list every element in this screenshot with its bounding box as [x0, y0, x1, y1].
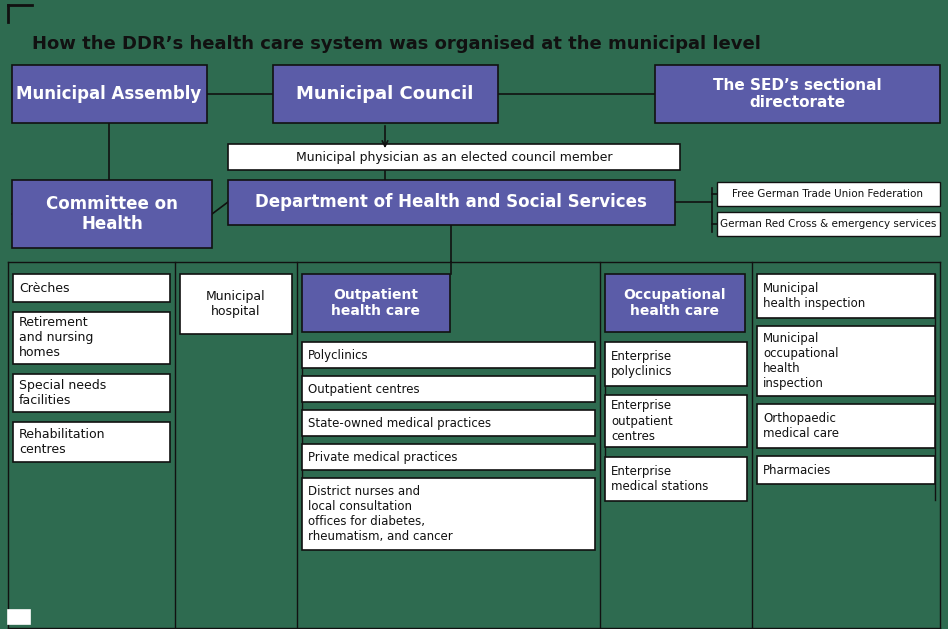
- FancyBboxPatch shape: [13, 422, 170, 462]
- Text: Crèches: Crèches: [19, 282, 69, 294]
- Text: State-owned medical practices: State-owned medical practices: [308, 416, 491, 430]
- Text: Free German Trade Union Federation: Free German Trade Union Federation: [733, 189, 923, 199]
- Text: Outpatient
health care: Outpatient health care: [332, 288, 421, 318]
- Text: Enterprise
medical stations: Enterprise medical stations: [611, 465, 708, 493]
- Text: Special needs
facilities: Special needs facilities: [19, 379, 106, 407]
- FancyBboxPatch shape: [12, 65, 207, 123]
- FancyBboxPatch shape: [605, 342, 747, 386]
- FancyBboxPatch shape: [302, 444, 595, 470]
- Text: How the DDR’s health care system was organised at the municipal level: How the DDR’s health care system was org…: [32, 35, 761, 53]
- FancyBboxPatch shape: [273, 65, 498, 123]
- FancyBboxPatch shape: [13, 374, 170, 412]
- Text: Municipal
hospital: Municipal hospital: [206, 290, 265, 318]
- Text: Retirement
and nursing
homes: Retirement and nursing homes: [19, 316, 93, 360]
- Text: Enterprise
outpatient
centres: Enterprise outpatient centres: [611, 399, 673, 442]
- FancyBboxPatch shape: [605, 395, 747, 447]
- Text: Municipal physician as an elected council member: Municipal physician as an elected counci…: [296, 150, 612, 164]
- FancyBboxPatch shape: [302, 376, 595, 402]
- FancyBboxPatch shape: [180, 274, 292, 334]
- Text: German Red Cross & emergency services: German Red Cross & emergency services: [720, 219, 937, 229]
- FancyBboxPatch shape: [655, 65, 940, 123]
- FancyBboxPatch shape: [12, 180, 212, 248]
- FancyBboxPatch shape: [302, 342, 595, 368]
- FancyBboxPatch shape: [757, 326, 935, 396]
- Text: Enterprise
polyclinics: Enterprise polyclinics: [611, 350, 672, 378]
- FancyBboxPatch shape: [13, 274, 170, 302]
- Text: Rehabilitation
centres: Rehabilitation centres: [19, 428, 105, 456]
- Text: Outpatient centres: Outpatient centres: [308, 382, 420, 396]
- FancyBboxPatch shape: [717, 182, 940, 206]
- Text: Municipal Council: Municipal Council: [297, 85, 474, 103]
- FancyBboxPatch shape: [302, 410, 595, 436]
- FancyBboxPatch shape: [757, 456, 935, 484]
- Text: Occupational
health care: Occupational health care: [624, 288, 726, 318]
- FancyBboxPatch shape: [605, 457, 747, 501]
- FancyBboxPatch shape: [302, 478, 595, 550]
- FancyBboxPatch shape: [757, 404, 935, 448]
- FancyBboxPatch shape: [757, 274, 935, 318]
- FancyBboxPatch shape: [228, 144, 680, 170]
- FancyBboxPatch shape: [605, 274, 745, 332]
- Text: The SED’s sectional
directorate: The SED’s sectional directorate: [713, 78, 882, 110]
- Text: Pharmacies: Pharmacies: [763, 464, 831, 477]
- Text: Committee on
Health: Committee on Health: [46, 194, 178, 233]
- Text: Municipal
occupational
health
inspection: Municipal occupational health inspection: [763, 332, 838, 390]
- Text: Department of Health and Social Services: Department of Health and Social Services: [255, 193, 647, 211]
- FancyBboxPatch shape: [13, 312, 170, 364]
- FancyBboxPatch shape: [717, 212, 940, 236]
- FancyBboxPatch shape: [8, 610, 30, 624]
- Text: Private medical practices: Private medical practices: [308, 450, 458, 464]
- Text: Polyclinics: Polyclinics: [308, 348, 369, 362]
- Text: Municipal
health inspection: Municipal health inspection: [763, 282, 866, 310]
- FancyBboxPatch shape: [302, 274, 450, 332]
- Text: Municipal Assembly: Municipal Assembly: [16, 85, 202, 103]
- Text: District nurses and
local consultation
offices for diabetes,
rheumatism, and can: District nurses and local consultation o…: [308, 485, 453, 543]
- Text: Orthopaedic
medical care: Orthopaedic medical care: [763, 412, 839, 440]
- FancyBboxPatch shape: [228, 180, 675, 225]
